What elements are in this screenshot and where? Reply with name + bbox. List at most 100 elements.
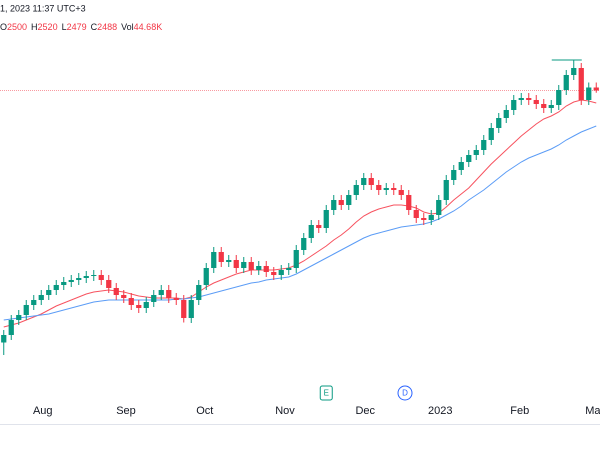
candle-body xyxy=(548,105,554,108)
candle-body xyxy=(436,200,442,215)
candle-body xyxy=(16,315,22,320)
candle-body xyxy=(23,305,29,315)
candle-body xyxy=(563,75,569,90)
candle-body xyxy=(143,302,149,308)
candle-body xyxy=(181,300,187,318)
x-tick-label: Feb xyxy=(510,405,529,417)
candle-body xyxy=(338,200,344,205)
candle-body xyxy=(323,210,329,228)
candle-body xyxy=(196,285,202,300)
header-value: 2488 xyxy=(97,22,117,32)
candle-body xyxy=(376,185,382,190)
header-datetime: 1, 2023 11:37 UTC+3 xyxy=(0,3,86,13)
moving-average xyxy=(3,125,597,321)
candle-body xyxy=(316,225,322,228)
header-label: O xyxy=(0,22,7,32)
candle-body xyxy=(271,272,277,275)
event-label: E xyxy=(324,389,329,398)
header-label: Vol xyxy=(121,22,134,32)
candle-body xyxy=(301,238,307,250)
header-value: 2479 xyxy=(67,22,87,32)
candle-body xyxy=(383,188,389,190)
candle-body xyxy=(353,185,359,195)
candle-body xyxy=(38,295,44,300)
header-label: C xyxy=(91,22,98,32)
candle-body xyxy=(158,290,164,295)
candle-body xyxy=(98,275,104,280)
candle-body xyxy=(556,90,562,105)
x-tick-label: 2023 xyxy=(428,405,452,417)
ohlc-text: O2500 H2520 L2479 C2488 Vol44.68K xyxy=(0,22,162,32)
candle-body xyxy=(346,195,352,205)
candle-body xyxy=(83,276,89,278)
candle-body xyxy=(248,262,254,270)
candle-body xyxy=(151,295,157,302)
candle-body xyxy=(443,180,449,200)
candle-body xyxy=(361,178,367,185)
ohlc-header: O2500 H2520 L2479 C2488 Vol44.68K xyxy=(0,22,162,32)
candle-body xyxy=(488,128,494,140)
candle-body xyxy=(218,252,224,262)
candle-body xyxy=(76,278,82,280)
candle-body xyxy=(1,335,7,343)
candle-body xyxy=(241,262,247,268)
candle-body xyxy=(398,190,404,195)
candle-body xyxy=(128,298,134,305)
event-marker: E xyxy=(319,385,333,401)
event-marker: D xyxy=(397,385,413,401)
candle-body xyxy=(481,140,487,150)
candle-body xyxy=(368,178,374,185)
candle-body xyxy=(458,162,464,170)
candle-body xyxy=(428,215,434,220)
candle-body xyxy=(413,210,419,218)
candle-body xyxy=(541,104,547,108)
candle-body xyxy=(466,155,472,162)
candle-body xyxy=(286,268,292,270)
candle-body xyxy=(526,98,532,100)
candle-body xyxy=(518,98,524,100)
candle-body xyxy=(278,270,284,275)
header-value: 2520 xyxy=(38,22,58,32)
x-tick-label: Mar xyxy=(585,405,600,417)
moving-average xyxy=(3,99,597,328)
candle-body xyxy=(533,100,539,104)
x-tick-label: Aug xyxy=(33,405,53,417)
candle-body xyxy=(503,110,509,118)
candle-body xyxy=(106,280,112,288)
candle-body xyxy=(293,250,299,268)
header-value: 2500 xyxy=(7,22,27,32)
candle-body xyxy=(256,266,262,270)
candle-body xyxy=(331,200,337,210)
candle-body xyxy=(511,100,517,110)
candle-body xyxy=(46,290,52,295)
candle-body xyxy=(473,150,479,155)
header-label: H xyxy=(31,22,38,32)
candle-body xyxy=(391,188,397,190)
candle-body xyxy=(571,68,577,75)
candle-body xyxy=(8,320,14,335)
header-label: L xyxy=(62,22,67,32)
candle-body xyxy=(136,305,142,308)
candle-body xyxy=(586,87,592,100)
candle-body xyxy=(406,195,412,210)
candle-body xyxy=(308,225,314,238)
candle-body xyxy=(203,268,209,285)
candle-body xyxy=(233,260,239,268)
candle-body xyxy=(173,298,179,300)
candle-body xyxy=(593,87,599,91)
candle-body xyxy=(68,280,74,282)
candle-body xyxy=(121,295,127,298)
candle-body xyxy=(166,290,172,298)
candle-body xyxy=(578,68,584,100)
candle-body xyxy=(113,288,119,295)
candle-body xyxy=(91,275,97,276)
event-badge xyxy=(397,385,413,401)
header-value: 44.68K xyxy=(134,22,163,32)
event-label: D xyxy=(402,389,408,398)
candle-body xyxy=(421,218,427,220)
candle-body xyxy=(211,252,217,268)
event-badge xyxy=(319,385,333,401)
candle-body xyxy=(263,266,269,272)
